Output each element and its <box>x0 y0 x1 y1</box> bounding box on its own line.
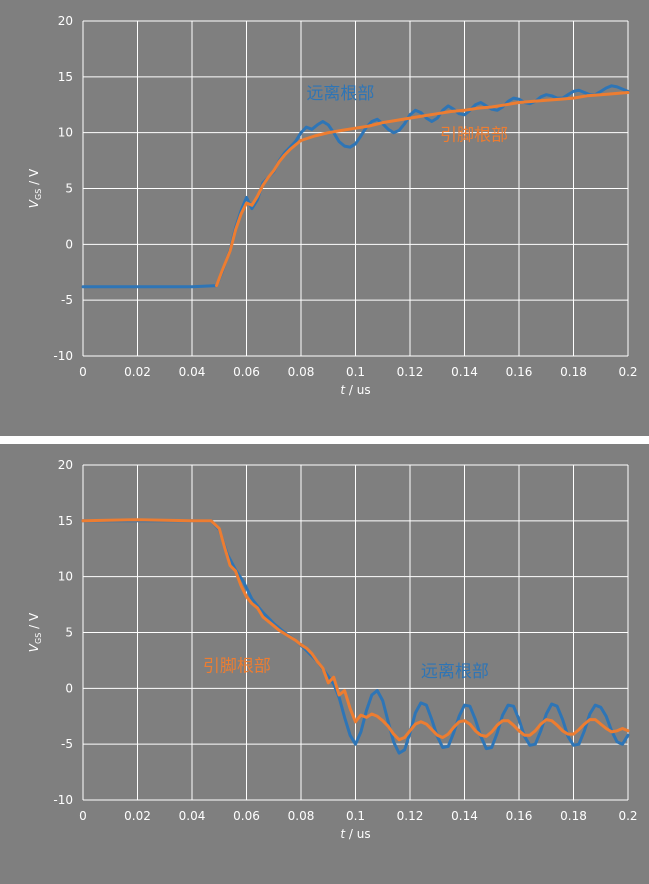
y-tick-label: 20 <box>58 14 73 28</box>
x-axis-label-unit: / us <box>345 383 371 397</box>
y-axis-label: VGS / V <box>27 612 43 652</box>
y-tick-label: 10 <box>58 570 73 584</box>
x-tick-label: 0.12 <box>397 809 424 823</box>
series-annotation: 引脚根部 <box>440 125 508 145</box>
vgs-turn-off-chart: 0 0.02 0.04 0.06 0.08 0.1 0.12 0.14 0.16 0.18 0.2 -… <box>27 458 638 841</box>
y-tick-label: 20 <box>58 458 73 472</box>
x-axis-label: t / us <box>340 827 370 841</box>
x-tick-label: 0.08 <box>288 809 315 823</box>
x-tick-label: 0.02 <box>124 809 151 823</box>
y-axis-label-variable: V <box>27 643 41 652</box>
x-tick-label: 0.12 <box>397 365 424 379</box>
x-tick-label: 0.08 <box>288 365 315 379</box>
chart-panel-top: 0 0.02 0.04 0.06 0.08 0.1 0.12 0.14 0.16 0.18 0.2 -… <box>0 0 649 436</box>
y-tick-label: 0 <box>65 237 73 251</box>
x-tick-label: 0 <box>79 365 87 379</box>
x-tick-label: 0.18 <box>560 365 587 379</box>
y-tick-label: -5 <box>61 737 73 751</box>
series-annotation: 远离根部 <box>421 662 489 682</box>
x-tick-label: 0.04 <box>179 809 206 823</box>
series-line-1 <box>215 91 630 288</box>
series-line-1 <box>81 518 630 742</box>
chart-panel-bottom: 0 0.02 0.04 0.06 0.08 0.1 0.12 0.14 0.16 0.18 0.2 -… <box>0 444 649 884</box>
y-tick-label: 15 <box>58 514 73 528</box>
y-axis-label-unit: / V <box>27 168 41 189</box>
series-annotation: 引脚根部 <box>203 657 271 677</box>
x-axis-label: t / us <box>340 383 370 397</box>
x-tick-label: 0.06 <box>233 365 260 379</box>
y-axis-label-subscript: GS <box>34 633 43 644</box>
x-tick-label: 0.14 <box>451 365 478 379</box>
y-axis-label-subscript: GS <box>34 189 43 200</box>
x-tick-label: 0.16 <box>506 809 533 823</box>
grid <box>82 464 629 801</box>
y-axis-label-variable: V <box>27 199 41 208</box>
x-axis-label-variable: t <box>340 383 346 397</box>
x-axis-label-variable: t <box>340 827 346 841</box>
x-axis-label-unit: / us <box>345 827 371 841</box>
x-tick-label: 0.2 <box>618 809 637 823</box>
y-tick-label: -10 <box>53 349 73 363</box>
x-tick-label: 0.16 <box>506 365 533 379</box>
y-tick-label: -10 <box>53 793 73 807</box>
grid <box>82 20 629 357</box>
x-tick-label: 0.2 <box>618 365 637 379</box>
y-tick-label: 5 <box>65 182 73 196</box>
y-axis-label-unit: / V <box>27 612 41 633</box>
x-tick-label: 0.14 <box>451 809 478 823</box>
y-tick-label: 5 <box>65 626 73 640</box>
x-tick-label: 0.04 <box>179 365 206 379</box>
series-annotation: 远离根部 <box>306 84 374 104</box>
y-tick-label: 10 <box>58 126 73 140</box>
vgs-turn-on-chart: 0 0.02 0.04 0.06 0.08 0.1 0.12 0.14 0.16 0.18 0.2 -… <box>27 14 638 397</box>
y-tick-label: 15 <box>58 70 73 84</box>
y-tick-label: 0 <box>65 681 73 695</box>
y-axis-label: VGS / V <box>27 168 43 208</box>
x-tick-label: 0.1 <box>346 809 365 823</box>
x-tick-label: 0.06 <box>233 809 260 823</box>
x-tick-label: 0 <box>79 809 87 823</box>
x-tick-label: 0.18 <box>560 809 587 823</box>
y-tick-label: -5 <box>61 293 73 307</box>
x-tick-label: 0.1 <box>346 365 365 379</box>
x-tick-label: 0.02 <box>124 365 151 379</box>
